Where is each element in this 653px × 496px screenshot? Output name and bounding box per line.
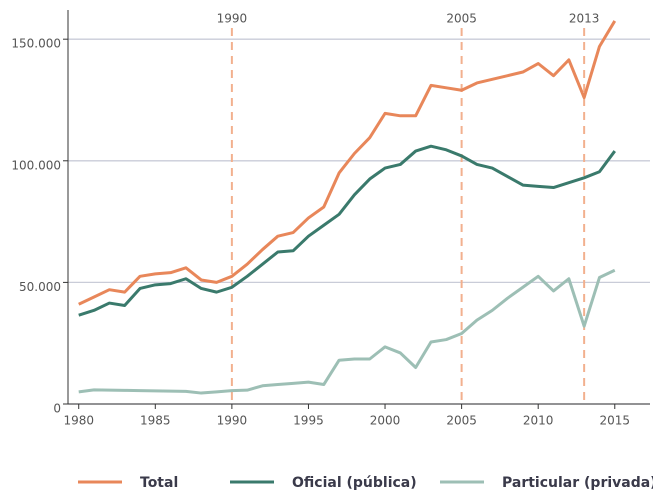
x-tick-label: 1985	[140, 414, 171, 428]
y-tick-label: 0	[53, 402, 61, 416]
x-tick-label: 2005	[446, 414, 477, 428]
y-tick-label: 50.000	[19, 280, 61, 294]
reference-label: 2005	[446, 12, 477, 26]
x-tick-label: 1990	[217, 414, 248, 428]
x-tick-label: 2015	[600, 414, 631, 428]
series-line	[78, 268, 616, 395]
x-tick-label: 1980	[63, 414, 94, 428]
x-tick-label: 1995	[293, 414, 324, 428]
legend-label: Particular (privada)	[502, 475, 653, 491]
series-line	[78, 20, 617, 306]
reference-label: 2013	[569, 12, 600, 26]
reference-label: 1990	[217, 12, 248, 26]
y-tick-label: 150.000	[11, 37, 61, 51]
series-line	[78, 144, 616, 317]
y-tick-label: 100.000	[11, 158, 61, 172]
legend-label: Total	[140, 475, 178, 491]
legend-label: Oficial (pública)	[292, 475, 417, 491]
x-tick-label: 2000	[370, 414, 401, 428]
x-tick-label: 2010	[523, 414, 554, 428]
